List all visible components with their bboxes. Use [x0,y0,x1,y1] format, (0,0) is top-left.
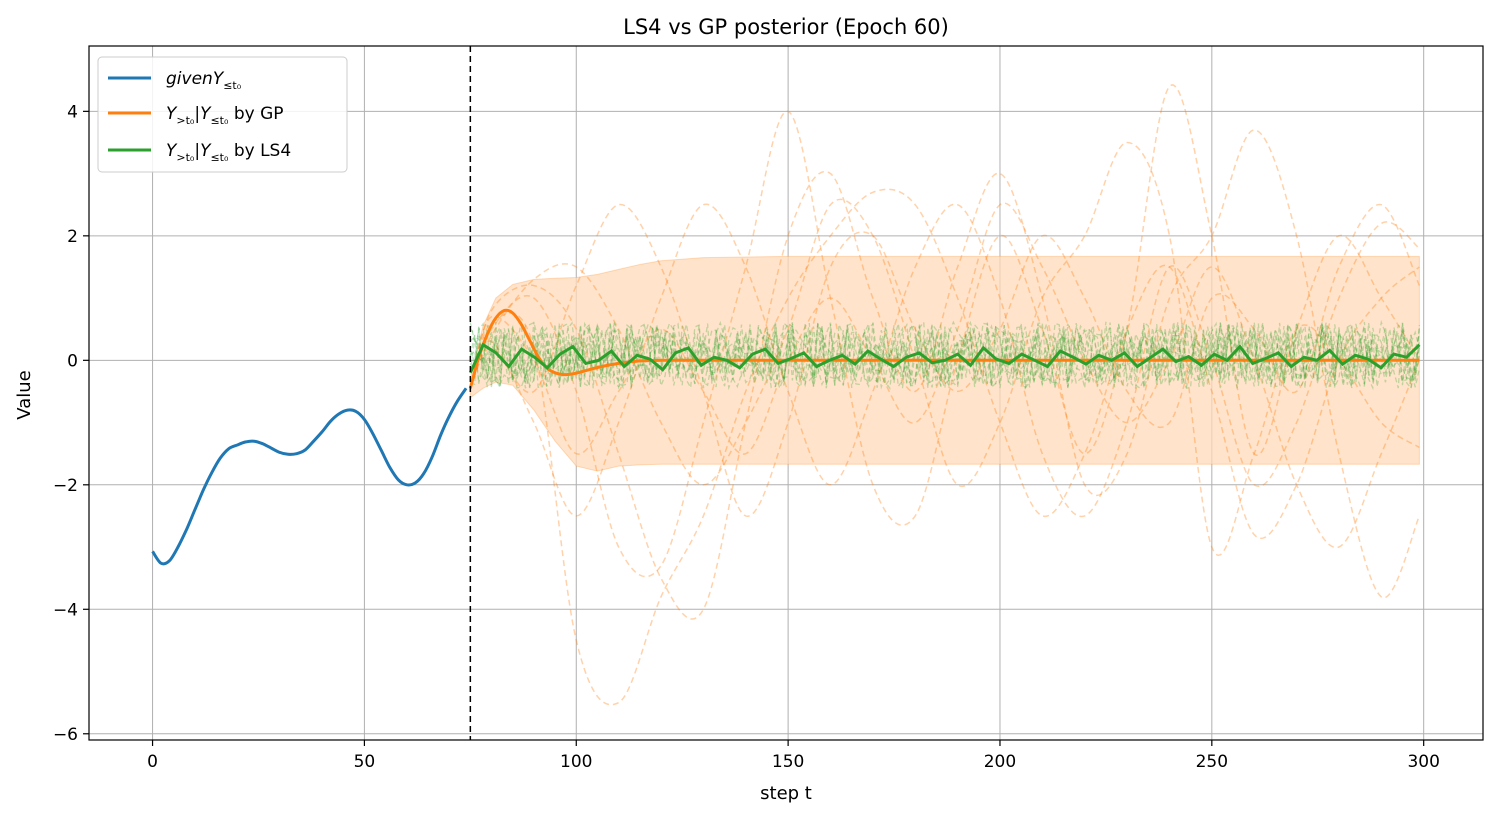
gp-sample-line [469,129,1421,620]
legend-box [97,56,348,173]
y-tick-label: 4 [67,102,78,122]
x-tick-label: 100 [560,752,592,772]
x-tick-label: 300 [1407,752,1439,772]
x-tick-label: 150 [772,752,804,772]
x-axis-label: step t [760,783,812,804]
gp-sample-line [469,203,1421,517]
y-tick-label: −2 [53,476,78,496]
legend-label-gp: Y>t₀|Y≤t₀ by GP [166,104,284,127]
gp-sample-line [469,188,1420,706]
y-tick-label: −4 [53,600,78,620]
ls4-sample-line [470,320,1421,389]
ls4-mean-line [468,342,1421,374]
y-tick-label: −6 [53,725,78,745]
ls4-sample-line [469,321,1421,390]
ls4-sample-line [469,322,1421,389]
y-axis-label: Value [14,370,35,419]
plot-frame [88,45,1484,741]
gp-mean-line [468,308,1420,389]
y-tick-label: 0 [67,351,78,371]
legend-label-ls4: Y>t₀|Y≤t₀ by LS4 [166,141,291,164]
x-tick-label: 0 [147,752,158,772]
gp-confidence-band [469,255,1420,472]
gp-sample-line [469,141,1420,556]
axes: 0 50 100 150 200 250 300 −6 −4 −2 0 2 4 [53,45,1484,772]
y-tick-label: 2 [67,227,78,247]
ls4-sample-line [469,321,1421,390]
x-tick-label: 250 [1196,752,1228,772]
plot-area [151,46,1421,740]
ls4-sample-line [469,321,1421,391]
x-tick-label: 50 [354,752,376,772]
gp-sample-line [469,202,1421,549]
ls4-sample-line [469,320,1421,389]
chart-title: LS4 vs GP posterior (Epoch 60) [623,15,949,39]
legend-label-given: givenY≤t₀ [166,69,242,92]
gp-sample-line [469,203,1420,518]
legend: givenY≤t₀ Y>t₀|Y≤t₀ by GP Y>t₀|Y≤t₀ by LS4 [97,56,348,173]
x-tick-label: 200 [984,752,1016,772]
given-observed-line [151,387,468,566]
